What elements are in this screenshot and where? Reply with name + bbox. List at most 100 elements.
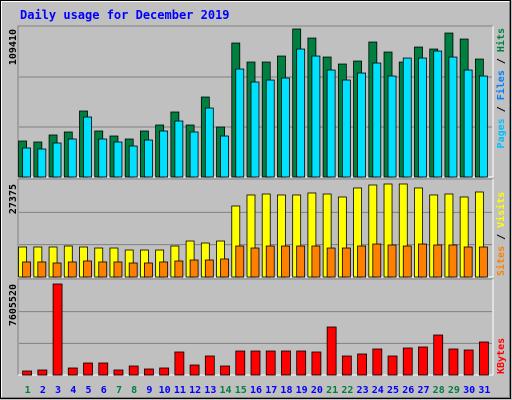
bar: [235, 350, 246, 376]
bar: [265, 245, 275, 278]
bar: [387, 244, 397, 278]
bar: [326, 69, 336, 178]
bar: [220, 365, 230, 376]
bar: [281, 77, 290, 178]
bar: [341, 247, 351, 278]
axis-label: KBytes: [496, 338, 507, 374]
axis-label: Sites / Visits: [495, 192, 507, 276]
bar: [326, 247, 336, 278]
bar: [418, 346, 428, 376]
bar: [250, 350, 261, 376]
bar: [357, 245, 366, 278]
bar: [37, 148, 47, 178]
bar: [250, 247, 260, 278]
bar: [174, 351, 185, 376]
x-tick-label: 11: [174, 385, 186, 396]
bar: [83, 260, 92, 278]
x-tick-label: 27: [417, 385, 429, 396]
x-tick-label: 21: [326, 385, 338, 396]
axis-label-separator: /: [496, 52, 507, 70]
bar: [67, 367, 78, 376]
x-tick-label: 6: [101, 385, 107, 396]
bar: [67, 138, 77, 178]
bar: [220, 258, 229, 278]
x-tick-label: 9: [146, 385, 152, 396]
bar: [235, 68, 245, 178]
bar: [357, 353, 367, 376]
bar: [174, 120, 184, 178]
bar: [128, 365, 139, 376]
bar: [372, 243, 382, 278]
bar: [235, 245, 245, 278]
bar: [159, 130, 169, 178]
bar: [402, 245, 412, 278]
x-tick-label: 24: [372, 385, 384, 396]
x-tick-label: 23: [357, 385, 369, 396]
bar: [296, 245, 306, 278]
bar: [98, 261, 108, 278]
panel-bevel: [17, 278, 493, 375]
bar: [113, 141, 123, 178]
panel-bevel: [17, 25, 493, 177]
x-tick-label: 16: [250, 385, 262, 396]
bar: [463, 349, 474, 376]
bar: [128, 145, 138, 178]
panel-bevel: [17, 178, 493, 277]
bar: [52, 262, 62, 278]
bar: [144, 139, 153, 178]
bar: [52, 142, 62, 178]
bar: [281, 245, 290, 278]
bar: [448, 244, 458, 278]
bar: [296, 48, 306, 178]
bar: [189, 364, 200, 376]
bar: [433, 334, 444, 376]
bar: [478, 75, 488, 178]
bar: [204, 259, 214, 278]
bar: [189, 259, 199, 278]
axis-label-separator: /: [496, 228, 507, 246]
bar: [250, 81, 260, 178]
bar: [265, 350, 276, 376]
bar: [204, 107, 214, 178]
x-tick-label: 26: [402, 385, 414, 396]
x-tick-label: 18: [280, 385, 292, 396]
bar: [159, 261, 169, 278]
bar: [128, 262, 138, 278]
bar: [478, 246, 488, 278]
bar: [113, 261, 123, 278]
bar: [281, 350, 291, 376]
x-tick-label: 7: [116, 385, 122, 396]
bar: [311, 55, 321, 178]
bar: [372, 348, 383, 376]
x-tick-label: 13: [204, 385, 216, 396]
x-tick-label: 3: [55, 385, 61, 396]
bar: [144, 262, 153, 278]
x-tick-label: 17: [265, 385, 277, 396]
bar: [220, 135, 229, 178]
bar: [433, 50, 443, 178]
bar: [113, 369, 124, 376]
axis-label-separator: /: [496, 100, 507, 118]
axis-label-part: Files: [495, 70, 507, 100]
x-tick-label: 19: [296, 385, 308, 396]
x-tick-label: 31: [478, 385, 490, 396]
bar: [296, 350, 307, 376]
bar: [52, 283, 63, 376]
x-tick-label: 4: [70, 385, 76, 396]
bar: [387, 355, 398, 376]
bar: [433, 244, 443, 278]
axis-label-part: Pages: [496, 118, 507, 148]
chart-title: Daily usage for December 2019: [20, 8, 230, 22]
bar: [159, 367, 170, 376]
axis-label-part: KBytes: [496, 338, 507, 374]
axis-label-part: Hits: [495, 28, 507, 52]
x-tick-label: 2: [40, 385, 46, 396]
x-tick-label: 14: [220, 385, 232, 396]
bar: [387, 75, 397, 178]
bar: [418, 243, 427, 278]
y-tick-label: 27375: [8, 184, 19, 214]
bar: [311, 351, 322, 376]
